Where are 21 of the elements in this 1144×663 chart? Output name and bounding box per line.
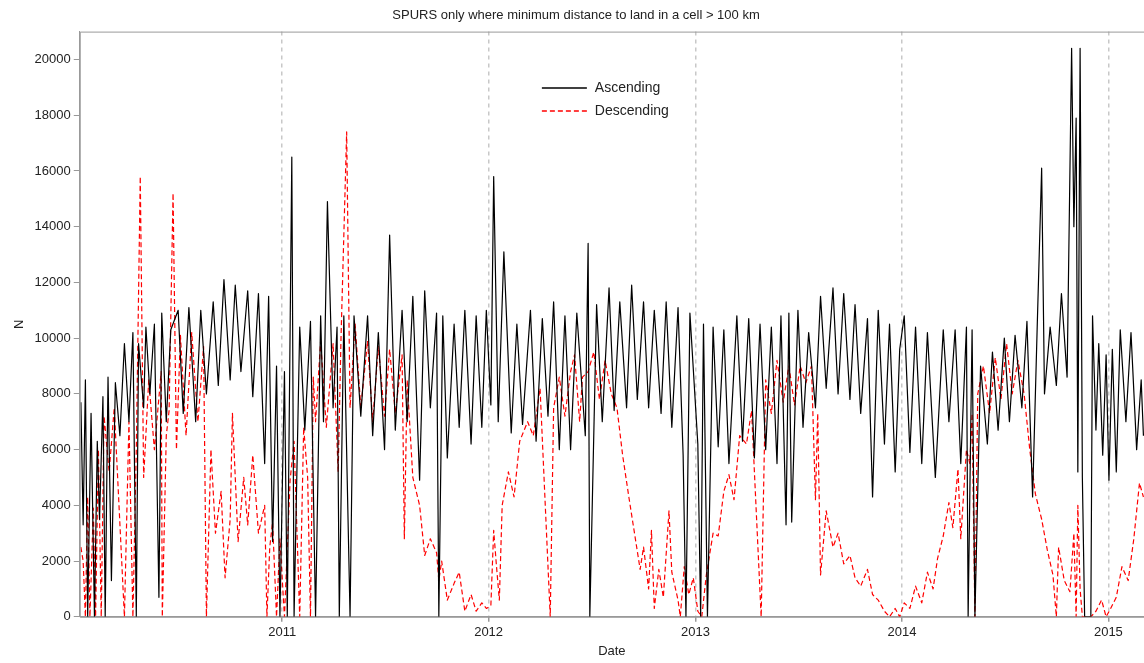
chart-title: SPURS only where minimum distance to land in a cell > 100 km (392, 7, 760, 23)
x-axis-title: Date (598, 642, 626, 658)
y-tick-label: 0 (63, 608, 71, 624)
x-tick-label: 2011 (268, 624, 297, 640)
y-tick-label: 16000 (34, 162, 71, 178)
x-tick-label: 2014 (887, 624, 917, 640)
legend-label: Descending (594, 101, 669, 118)
y-tick-label: 8000 (41, 385, 71, 401)
y-tick-label: 4000 (41, 496, 71, 512)
y-tick-label: 20000 (34, 51, 71, 67)
y-tick-label: 10000 (34, 329, 71, 345)
y-tick-label: 6000 (41, 441, 71, 457)
y-tick-label: 2000 (41, 552, 71, 568)
legend-label: Ascending (594, 78, 661, 95)
x-tick-label: 2015 (1093, 624, 1123, 640)
y-tick-label: 14000 (34, 218, 71, 234)
y-axis-title: N (11, 319, 27, 329)
y-tick-label: 12000 (34, 273, 71, 289)
y-tick-label: 18000 (34, 106, 71, 122)
x-tick-label: 2013 (681, 624, 711, 640)
x-tick-label: 2012 (474, 624, 504, 640)
